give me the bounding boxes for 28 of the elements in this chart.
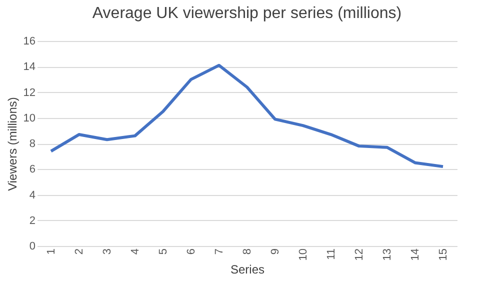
x-tick-label: 5 [158, 248, 170, 255]
x-tick-label: 10 [298, 248, 310, 261]
y-tick-label: 6 [29, 164, 36, 176]
line-series [50, 64, 444, 168]
x-tick-label: 13 [382, 248, 394, 261]
x-tick-label: 12 [354, 248, 366, 261]
x-axis-title: Series [230, 262, 265, 277]
y-tick-label: 8 [29, 138, 36, 150]
chart-title: Average UK viewership per series (millions) [92, 5, 402, 22]
y-tick-label: 4 [29, 189, 36, 202]
y-tick-label: 16 [23, 36, 36, 48]
y-tick-label: 0 [29, 240, 36, 252]
x-tick-label: 9 [270, 248, 282, 255]
y-tick-label: 12 [23, 86, 36, 99]
x-tick-label: 1 [46, 248, 58, 255]
y-axis-title: Viewers (millions) [5, 97, 20, 191]
y-tick-label: 10 [23, 112, 36, 124]
y-tick-label: 14 [23, 61, 36, 74]
x-tick-label: 7 [214, 248, 226, 255]
x-tick-label: 8 [242, 248, 254, 255]
y-tick-label: 2 [29, 214, 36, 227]
x-tick-label: 6 [186, 248, 198, 255]
x-tick-label: 3 [102, 248, 114, 255]
x-tick-label: 11 [326, 248, 338, 260]
x-tick-label: 2 [74, 248, 86, 255]
x-tick-label: 15 [438, 248, 450, 261]
x-tick-label: 4 [130, 248, 142, 255]
x-tick-label: 14 [410, 248, 422, 261]
